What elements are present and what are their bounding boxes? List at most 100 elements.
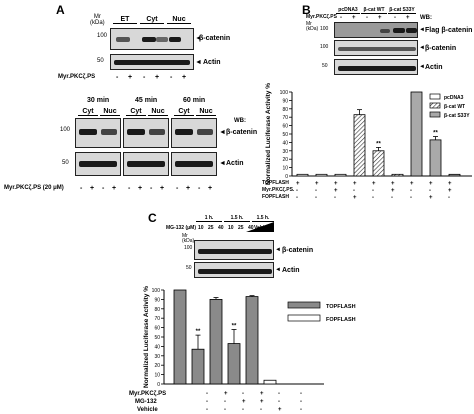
sign: - (242, 407, 244, 413)
bar (263, 379, 277, 385)
time-60: 60 min (183, 97, 206, 104)
sign: + (138, 185, 143, 192)
row-label-fopflash: FOPFLASH (262, 194, 289, 200)
sign: + (160, 185, 165, 192)
blot-a-bottom-catenin (171, 118, 217, 148)
sign: + (334, 188, 338, 194)
bar (191, 348, 205, 385)
sign: - (116, 74, 119, 81)
legend-swatch (429, 111, 441, 118)
y-tick-label: 40 (282, 140, 288, 146)
bar (296, 173, 309, 177)
marker-100: 100 (184, 245, 193, 251)
sign: + (352, 15, 356, 21)
treatment-label: Myr.PKCζ.PS (306, 14, 337, 20)
sub-cyt: Cyt (174, 108, 194, 116)
blot-b-flag (334, 22, 418, 38)
sign: + (260, 391, 264, 397)
sign: Vehicle (254, 225, 272, 231)
legend-label: β-cat WT (444, 104, 465, 110)
sign: - (410, 188, 412, 194)
legend-swatch (287, 301, 321, 309)
sign: - (372, 195, 374, 201)
y-tick-label: 20 (282, 157, 288, 163)
significance-mark: ** (232, 323, 237, 329)
row-label-myr: Myr.PKCζ.PS. (262, 187, 295, 193)
time-1-5h: 1.5 h. (224, 215, 250, 222)
marker-100: 100 (320, 26, 329, 32)
sign: - (296, 188, 298, 194)
sign: - (176, 185, 179, 192)
y-tick-label: 100 (152, 288, 161, 294)
sign: + (448, 181, 452, 187)
significance-mark: ** (196, 329, 201, 335)
band-label-actin: Actin (282, 267, 300, 274)
sign: 10 (198, 225, 204, 231)
sign: - (300, 391, 302, 397)
marker-50: 50 (97, 58, 104, 64)
band-label-actin: Actin (425, 64, 443, 71)
y-tick-label: 50 (154, 335, 160, 341)
sign: - (448, 195, 450, 201)
row-label-topflash: TOPFLASH (262, 180, 289, 186)
legend-label: FOPFLASH (326, 317, 356, 323)
sign: + (353, 181, 357, 187)
sign: + (260, 399, 264, 405)
bar (245, 296, 259, 385)
sub-nuc: Nuc (196, 108, 216, 116)
concentration-ramp (246, 222, 274, 232)
y-tick-label: 100 (280, 90, 289, 96)
sign: + (90, 185, 95, 192)
treatment-label: Myr.PKCζ.PS (58, 74, 96, 80)
mr-label: Mr (kDa) (306, 21, 319, 32)
y-tick-label: 80 (154, 307, 160, 313)
bar (391, 173, 404, 177)
band-label-flag: Flag β-catenin (425, 27, 473, 34)
sign: - (206, 399, 208, 405)
marker-100: 100 (97, 33, 108, 39)
sign: - (340, 15, 342, 21)
sub-cyt: Cyt (126, 108, 146, 116)
panel-b-label: B (302, 3, 311, 17)
sign: - (391, 195, 393, 201)
sign: - (315, 195, 317, 201)
sign: - (102, 185, 105, 192)
sub-nuc: Nuc (148, 108, 168, 116)
y-tick-label: 30 (154, 354, 160, 360)
bar (315, 173, 328, 177)
sign: - (278, 391, 280, 397)
legend-swatch (429, 93, 441, 100)
blot-a-beta-catenin (110, 28, 194, 50)
sign: + (429, 181, 433, 187)
y-tick-label: 90 (282, 98, 288, 104)
significance-mark: ** (376, 141, 381, 147)
header-pcdna3: pcDNA3 (336, 7, 360, 14)
sign: + (372, 181, 376, 187)
sign: + (155, 74, 160, 81)
sign: - (366, 15, 368, 21)
sign: - (372, 188, 374, 194)
sign: - (80, 185, 83, 192)
treatment-label: Myr.PKCζ.PS (20 μM) (4, 185, 64, 191)
sign: + (242, 399, 246, 405)
sign: - (224, 399, 226, 405)
blot-a-bottom-actin (75, 152, 121, 176)
mg-label: MG-132 (μM) (166, 225, 197, 231)
sign: + (334, 181, 338, 187)
sign: + (429, 195, 433, 201)
sign: - (143, 74, 146, 81)
arrow-icon: ◄ (219, 160, 226, 167)
bar (353, 114, 366, 177)
sign: + (296, 181, 300, 187)
sign: + (353, 195, 357, 201)
bar (334, 173, 347, 177)
header-bcat-s33y: β-cat S33Y (388, 7, 416, 14)
sign: - (410, 195, 412, 201)
time-1h: 1 h. (196, 215, 222, 222)
sign: - (300, 407, 302, 413)
sign: - (206, 391, 208, 397)
legend-swatch (287, 314, 321, 322)
legend-swatch (429, 102, 441, 109)
sign: - (334, 195, 336, 201)
marker-50: 50 (62, 160, 69, 166)
